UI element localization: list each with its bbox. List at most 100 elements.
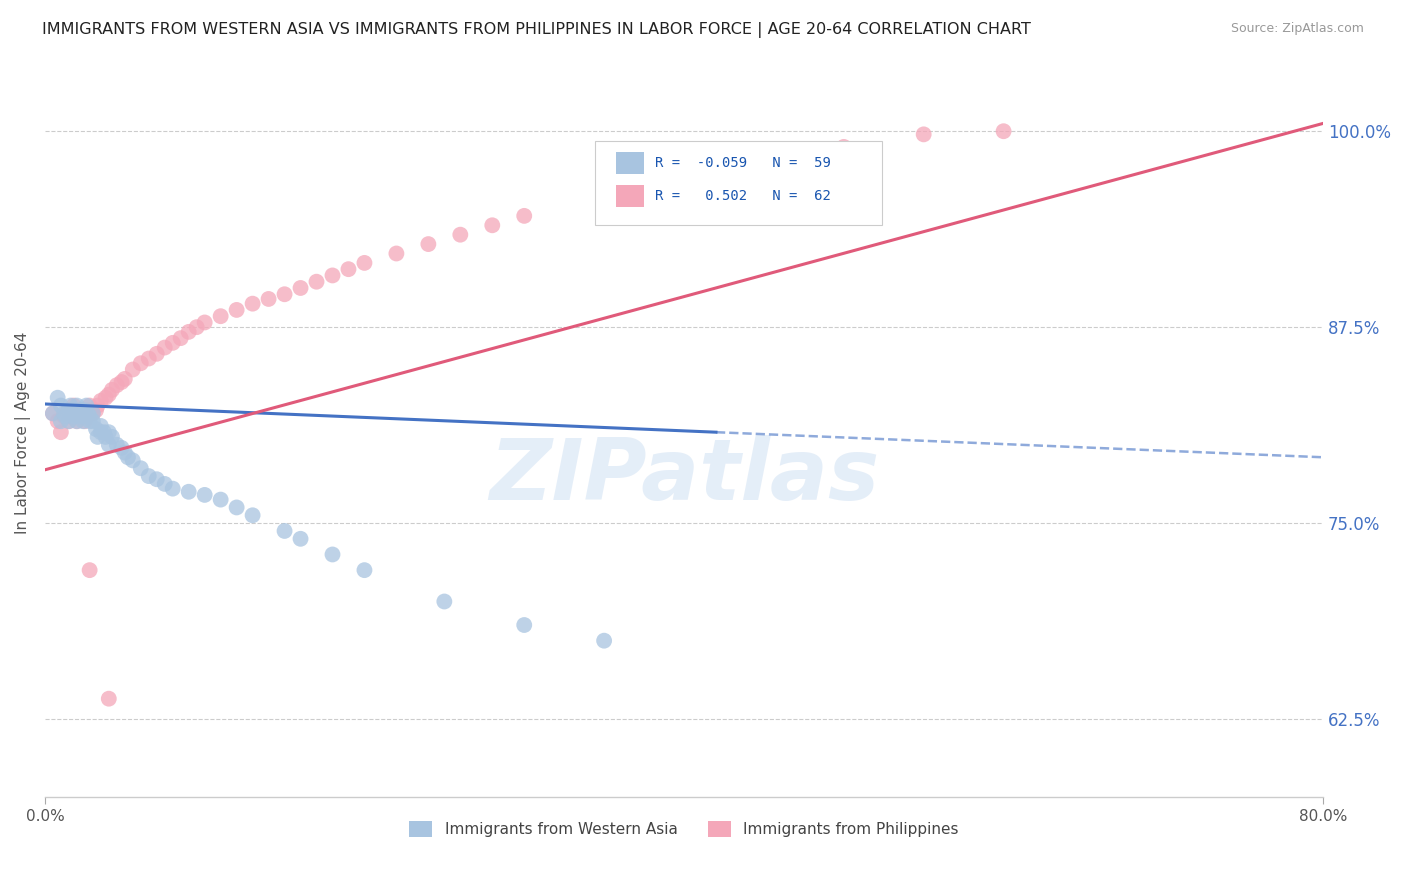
Point xyxy=(832,140,855,154)
Point xyxy=(97,438,120,452)
Point xyxy=(353,563,375,577)
Point xyxy=(97,387,120,401)
Point xyxy=(121,453,143,467)
Point xyxy=(73,403,96,417)
Point xyxy=(162,335,184,350)
Point xyxy=(42,406,65,420)
Point xyxy=(55,406,77,420)
Point xyxy=(337,262,360,277)
Point xyxy=(66,406,89,420)
Point xyxy=(86,399,108,413)
Point xyxy=(82,414,104,428)
Point xyxy=(121,362,143,376)
Point xyxy=(49,414,72,428)
Point xyxy=(129,356,152,370)
Point xyxy=(321,268,343,283)
Point xyxy=(153,477,176,491)
Point xyxy=(59,399,82,413)
Point xyxy=(97,425,120,440)
FancyBboxPatch shape xyxy=(595,142,882,226)
Point xyxy=(72,414,94,428)
Point xyxy=(225,302,247,317)
Point xyxy=(58,403,80,417)
Point xyxy=(79,409,101,424)
Point xyxy=(77,406,100,420)
Text: R =   0.502   N =  62: R = 0.502 N = 62 xyxy=(655,189,831,203)
Point xyxy=(593,186,616,201)
Point xyxy=(209,492,232,507)
Point xyxy=(513,209,536,223)
Point xyxy=(84,422,107,436)
Point xyxy=(145,472,167,486)
Point xyxy=(752,153,775,167)
Point xyxy=(58,403,80,417)
Point xyxy=(58,414,80,428)
Point xyxy=(79,414,101,428)
FancyBboxPatch shape xyxy=(616,153,644,174)
Point xyxy=(66,414,89,428)
Point xyxy=(177,484,200,499)
Text: ZIPatlas: ZIPatlas xyxy=(489,435,879,518)
Point xyxy=(42,406,65,420)
Point xyxy=(290,532,312,546)
Point xyxy=(70,406,93,420)
Point xyxy=(194,488,217,502)
Point xyxy=(90,425,112,440)
Point xyxy=(993,124,1015,138)
Point xyxy=(105,438,128,452)
Point xyxy=(449,227,471,242)
Point xyxy=(94,430,117,444)
Point xyxy=(46,391,69,405)
Point xyxy=(97,691,120,706)
Text: R =  -0.059   N =  59: R = -0.059 N = 59 xyxy=(655,155,831,169)
Point xyxy=(129,461,152,475)
Point xyxy=(86,430,108,444)
Point xyxy=(69,409,91,424)
Point xyxy=(177,325,200,339)
Point xyxy=(77,403,100,417)
Point xyxy=(145,347,167,361)
Point xyxy=(305,275,328,289)
Text: Source: ZipAtlas.com: Source: ZipAtlas.com xyxy=(1230,22,1364,36)
Point xyxy=(117,450,139,465)
Y-axis label: In Labor Force | Age 20-64: In Labor Force | Age 20-64 xyxy=(15,332,31,534)
Point xyxy=(84,403,107,417)
Point xyxy=(672,168,695,182)
Point xyxy=(186,320,208,334)
Point xyxy=(101,383,124,397)
Point xyxy=(138,351,160,366)
Point xyxy=(101,430,124,444)
Point xyxy=(105,378,128,392)
Point xyxy=(73,406,96,420)
Point xyxy=(60,406,83,420)
Point xyxy=(481,219,503,233)
Text: IMMIGRANTS FROM WESTERN ASIA VS IMMIGRANTS FROM PHILIPPINES IN LABOR FORCE | AGE: IMMIGRANTS FROM WESTERN ASIA VS IMMIGRAN… xyxy=(42,22,1031,38)
Point xyxy=(82,406,104,420)
Point xyxy=(69,403,91,417)
Point xyxy=(353,256,375,270)
Point xyxy=(194,316,217,330)
Point xyxy=(321,548,343,562)
Point xyxy=(75,409,97,424)
Point xyxy=(114,372,136,386)
Point xyxy=(70,403,93,417)
Point xyxy=(79,563,101,577)
Point xyxy=(90,393,112,408)
Point xyxy=(138,469,160,483)
Point xyxy=(273,287,295,301)
Point xyxy=(242,508,264,523)
Point xyxy=(225,500,247,515)
Point xyxy=(433,594,456,608)
Point xyxy=(66,414,89,428)
Point xyxy=(94,846,117,860)
Point xyxy=(290,281,312,295)
Point xyxy=(242,296,264,310)
Point xyxy=(53,406,76,420)
Point xyxy=(69,409,91,424)
Point xyxy=(170,331,193,345)
Point xyxy=(94,391,117,405)
Point xyxy=(73,409,96,424)
Point xyxy=(153,341,176,355)
Point xyxy=(53,409,76,424)
Point xyxy=(46,414,69,428)
